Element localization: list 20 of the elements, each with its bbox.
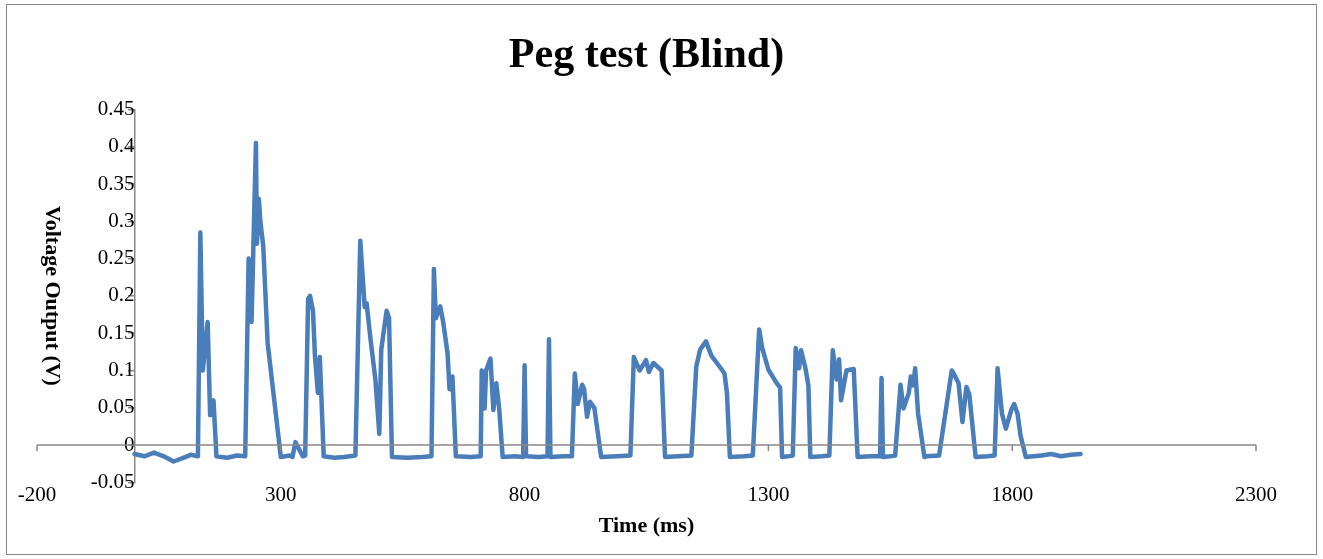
x-tick-label: 800: [508, 481, 541, 506]
x-tick-label: -200: [17, 481, 57, 506]
y-tick-label: 0.4: [108, 133, 136, 158]
y-tick-label: 0: [124, 431, 135, 456]
y-tick-label: 0.05: [97, 394, 135, 419]
y-tick-label: 0.45: [97, 95, 135, 120]
y-tick-label: 0.15: [97, 319, 135, 344]
chart-title: Peg test (Blind): [508, 30, 785, 78]
y-tick-label: 0.1: [108, 357, 135, 382]
y-tick-label: 0.3: [108, 207, 135, 232]
y-tick-label: 0.25: [97, 245, 135, 270]
y-tick-label: 0.2: [108, 282, 135, 307]
y-axis-title: Voltage Output (V): [40, 205, 66, 386]
x-tick-label: 300: [265, 481, 297, 506]
x-tick-label: 1300: [747, 481, 790, 506]
x-axis-title: Time (ms): [598, 512, 695, 538]
x-tick-label: 2300: [1235, 481, 1277, 506]
x-tick-label: 1800: [991, 481, 1034, 506]
y-tick-label: -0.05: [90, 468, 135, 493]
y-tick-label: 0.35: [97, 170, 135, 195]
